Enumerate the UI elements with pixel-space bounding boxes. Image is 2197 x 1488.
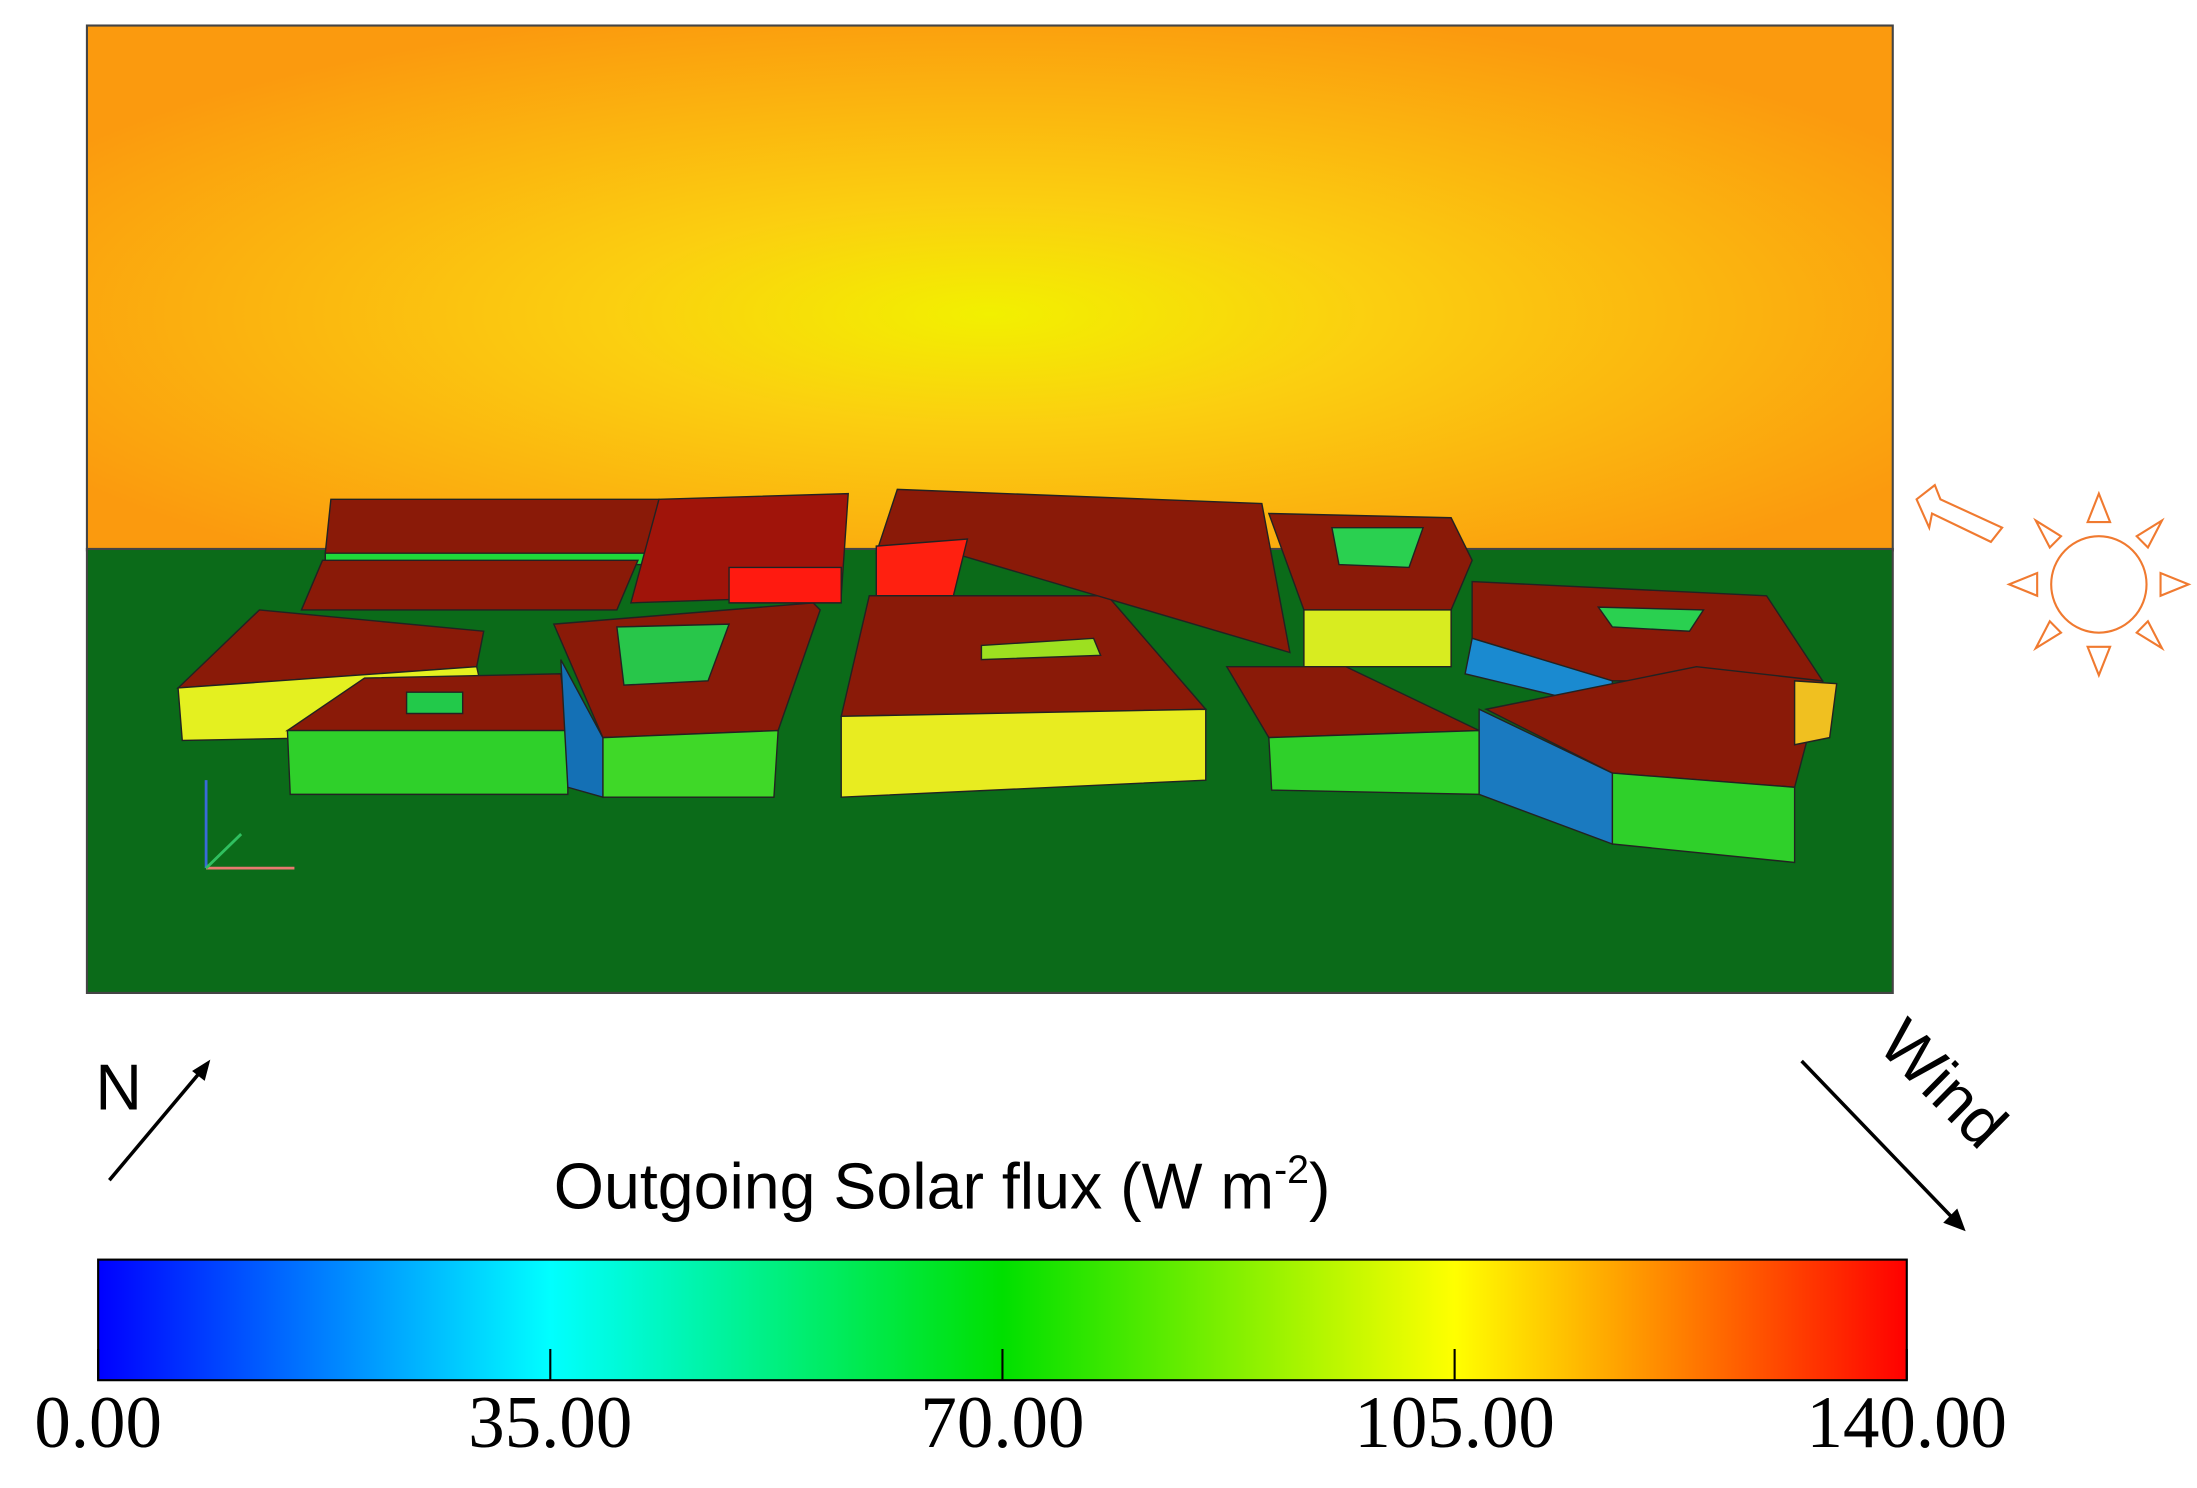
sky (85, 24, 1894, 552)
wind-label: Wind (1866, 1005, 2021, 1162)
wind-arrow: Wind (1800, 1005, 2021, 1232)
colorbar-title: Outgoing Solar flux (W m-2) (554, 1148, 1331, 1223)
colorbar-tick-label: 0.00 (34, 1381, 162, 1462)
axes-triad (204, 780, 295, 870)
colorbar-title-end: ) (1309, 1149, 1330, 1222)
colorbar-tick-label: 35.00 (468, 1381, 632, 1462)
colorbar-tick-label: 140.00 (1807, 1381, 2007, 1462)
north-arrow: N (95, 1050, 211, 1182)
north-label: N (95, 1050, 142, 1123)
colorbar-title-text: Outgoing Solar flux (W m (554, 1149, 1274, 1222)
colorbar-ticks: 0.00 35.00 70.00 105.00 140.00 (34, 1348, 2007, 1463)
flux-scene (85, 24, 1894, 995)
colorbar-tick-label: 105.00 (1354, 1381, 1554, 1462)
colorbar-tick-label: 70.00 (920, 1381, 1084, 1462)
colorbar-title-superscript: -2 (1274, 1148, 1309, 1192)
buildings (176, 488, 1838, 864)
sun-icon (1915, 483, 2192, 679)
